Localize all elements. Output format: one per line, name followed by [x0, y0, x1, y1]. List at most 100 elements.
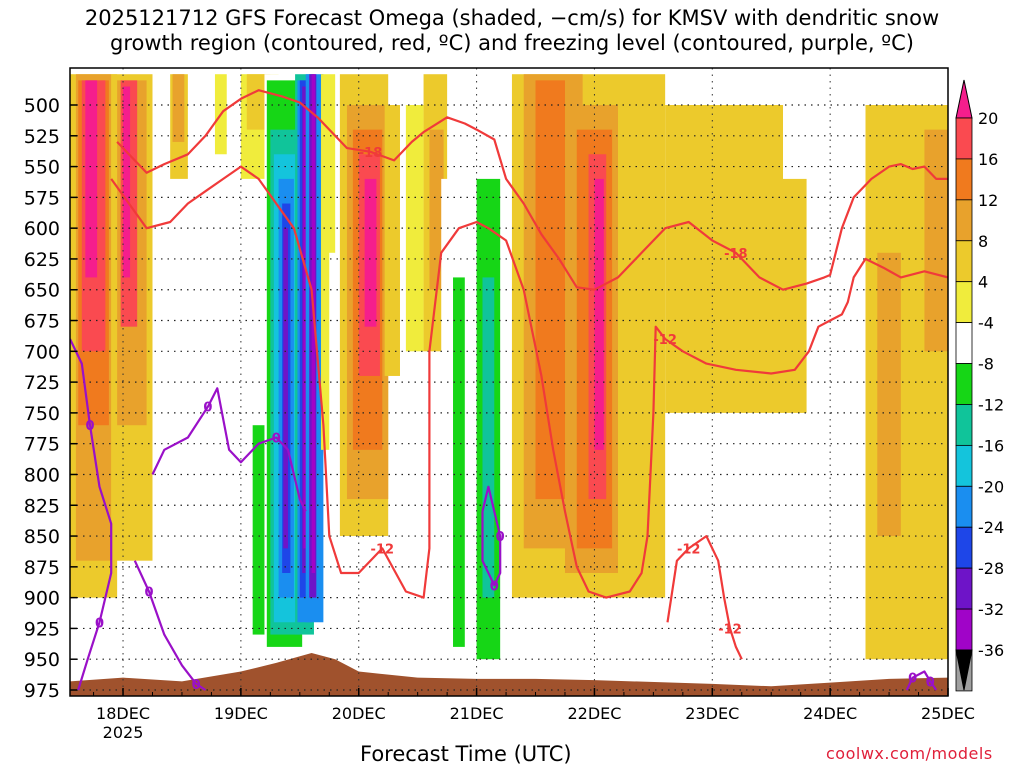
colorbar-label: -16	[978, 436, 1004, 455]
freezing-contour-line	[481, 485, 502, 587]
omega-cell	[594, 178, 604, 450]
freezing-contour-line	[70, 338, 113, 691]
y-tick-label: 700	[24, 341, 60, 363]
contour-label: 0	[144, 585, 153, 600]
colorbar-swatch	[955, 608, 973, 651]
y-tick-label: 525	[24, 126, 60, 148]
x-tick-label: 25DEC	[921, 704, 975, 723]
colorbar-swatch	[955, 322, 973, 364]
colorbar-swatch	[955, 199, 973, 242]
x-axis-label: Forecast Time (UTC)	[360, 742, 572, 766]
colorbar-label: 20	[978, 109, 998, 128]
colorbar-label: 8	[978, 232, 988, 251]
contour-label: 0	[926, 675, 935, 690]
omega-field	[70, 74, 948, 660]
contour-label: 0	[908, 672, 917, 687]
colorbar-label: -24	[978, 518, 1004, 537]
colorbar-swatch	[955, 240, 973, 283]
y-tick-label: 975	[24, 680, 60, 702]
colorbar-label: -28	[978, 559, 1004, 578]
colorbar-top-triangle	[955, 79, 973, 119]
x-tick-label: 19DEC	[214, 704, 268, 723]
omega-cell	[303, 105, 307, 549]
contour-label: -12	[653, 333, 677, 348]
contour-label: -18	[724, 247, 748, 262]
omega-cell	[364, 178, 377, 327]
x-tick-sublabel: 2025	[103, 723, 144, 742]
omega-cell	[453, 277, 468, 647]
contour-label: -12	[677, 542, 701, 557]
y-tick-label: 950	[24, 649, 60, 671]
contour-label: 0	[490, 579, 499, 594]
omega-cell	[877, 252, 901, 537]
contour-label: -12	[718, 622, 742, 637]
x-tick-label: 21DEC	[450, 704, 504, 723]
y-tick-label: 875	[24, 557, 60, 579]
colorbar-swatch	[955, 158, 973, 201]
contour-label: 0	[192, 678, 201, 693]
chart-title: 2025121712 GFS Forecast Omega (shaded, −…	[84, 6, 940, 55]
contour-label: 0	[272, 432, 281, 447]
dendritic-contour-line	[110, 165, 948, 599]
x-tick-label: 24DEC	[803, 704, 857, 723]
dendritic-contour-line	[116, 89, 948, 291]
colorbar-swatch	[955, 117, 973, 160]
omega-cell	[329, 252, 342, 660]
x-tick-label: 18DEC	[96, 704, 150, 723]
omega-cell	[181, 240, 192, 352]
colorbar-bottom-triangle	[955, 649, 973, 691]
x-tick-label: 23DEC	[685, 704, 739, 723]
contour-label: -18	[359, 146, 383, 161]
contour-label: 0	[203, 401, 212, 416]
freezing-contour-line	[133, 560, 207, 691]
colorbar-swatch	[955, 281, 973, 324]
freezing-contour-line	[905, 670, 938, 691]
dendritic-contours	[110, 89, 948, 660]
omega-cell	[85, 80, 98, 278]
colorbar-label: -12	[978, 395, 1004, 414]
colorbar-swatch	[955, 485, 973, 528]
freezing-contour-line	[151, 387, 307, 512]
contour-label: 0	[86, 419, 95, 434]
x-tick-label: 20DEC	[332, 704, 386, 723]
y-tick-label: 675	[24, 311, 60, 333]
y-tick-label: 600	[24, 218, 60, 240]
omega-cell	[783, 74, 813, 179]
colorbar-label: -8	[978, 355, 994, 374]
contour-label: 0	[496, 530, 505, 545]
y-tick-label: 750	[24, 403, 60, 425]
omega-cell	[482, 277, 495, 598]
colorbar-label: -20	[978, 477, 1004, 496]
y-tick-label: 575	[24, 187, 60, 209]
y-tick-label: 925	[24, 618, 60, 640]
y-tick-label: 650	[24, 280, 60, 302]
colorbar-label: 12	[978, 191, 998, 210]
contour-label: 0	[95, 616, 104, 631]
dendritic-contour-line	[666, 534, 743, 660]
y-tick-label: 900	[24, 588, 60, 610]
freezing-contours	[70, 338, 938, 691]
y-tick-label: 725	[24, 372, 60, 394]
omega-cell	[924, 129, 948, 352]
colorbar-label: -36	[978, 641, 1004, 660]
y-tick-label: 850	[24, 526, 60, 548]
omega-cell	[384, 105, 400, 376]
colorbar-swatch	[955, 444, 973, 487]
y-tick-label: 800	[24, 464, 60, 486]
colorbar-label: -32	[978, 600, 1004, 619]
y-tick-label: 500	[24, 95, 60, 117]
y-tick-label: 825	[24, 495, 60, 517]
y-tick-label: 625	[24, 249, 60, 271]
omega-cell	[172, 74, 185, 142]
colorbar-label: 4	[978, 273, 988, 292]
terrain-layer	[70, 653, 948, 696]
terrain-fill	[70, 653, 948, 696]
colorbar: 20 16 12 8 4 -4 -8 -12 -16 -20 -24 -28 -32 -36	[955, 79, 1004, 692]
omega-cell	[429, 129, 444, 290]
contour-label: -12	[371, 542, 395, 557]
omega-cell	[283, 228, 289, 549]
y-axis: 500 525 550 575 600 625 650 675 700 725 750 775 800 8…	[24, 95, 77, 702]
